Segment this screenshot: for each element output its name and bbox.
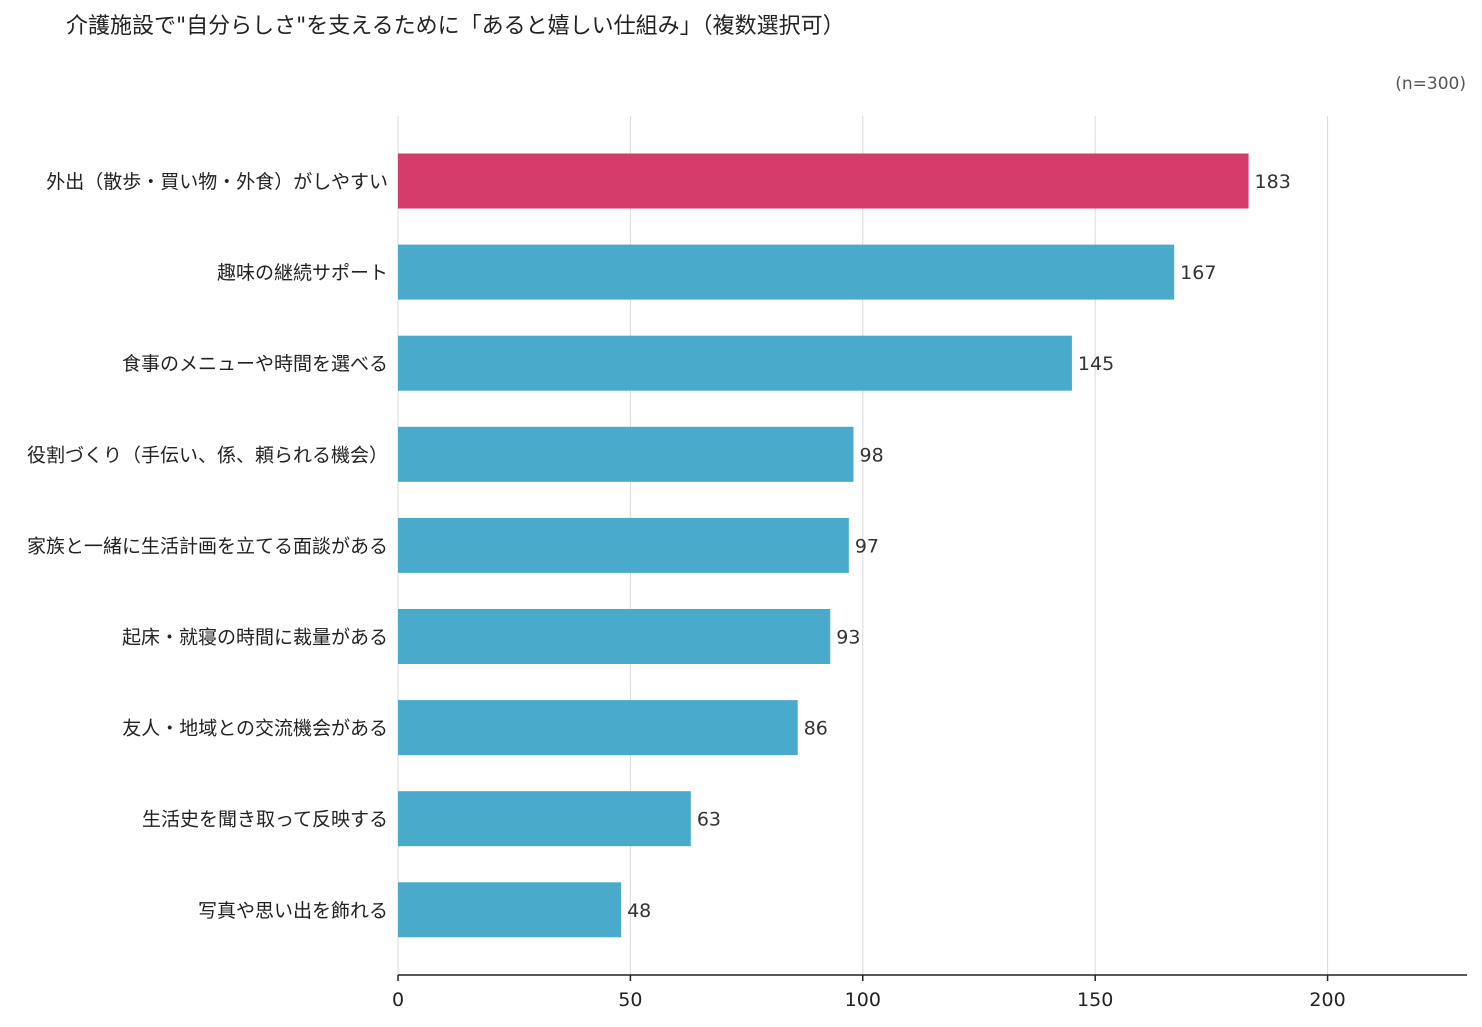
x-tick-label-0: 0 [392,989,404,1011]
value-label-1: 167 [1180,262,1216,284]
value-label-3: 98 [859,444,883,466]
value-label-6: 86 [804,718,828,740]
x-tick-label-150: 150 [1077,989,1113,1011]
bar-8 [398,882,622,938]
value-label-2: 145 [1078,353,1114,375]
value-label-0: 183 [1255,171,1291,193]
x-tick-label-100: 100 [845,989,881,1011]
category-label-3: 役割づくり（手伝い、係、頼られる機会） [27,444,388,466]
category-label-7: 生活史を聞き取って反映する [142,809,388,831]
bar-0 [398,153,1249,209]
value-label-5: 93 [836,627,860,649]
bar-5 [398,609,831,664]
value-label-8: 48 [627,900,651,922]
category-label-8: 写真や思い出を飾れる [198,900,388,922]
bar-3 [398,426,854,482]
bar-1 [398,244,1175,300]
category-label-1: 趣味の継続サポート [217,262,388,284]
bar-7 [398,791,691,847]
chart-title: 介護施設で"自分らしさ"を支えるために「あると嬉しい仕組み」（複数選択可） [66,14,845,39]
bar-4 [398,517,849,573]
value-label-7: 63 [697,809,721,831]
bar-2 [398,335,1072,391]
category-label-0: 外出（散歩・買い物・外食）がしやすい [46,171,388,193]
category-label-6: 友人・地域との交流機会がある [122,718,388,740]
value-label-4: 97 [855,535,879,557]
x-tick-label-50: 50 [618,989,642,1011]
x-tick-label-200: 200 [1309,989,1345,1011]
sample-size-note: (n=300) [1395,74,1466,94]
bar-6 [398,700,798,756]
category-label-4: 家族と一緒に生活計画を立てる面談がある [27,535,388,557]
category-label-2: 食事のメニューや時間を選べる [122,353,388,375]
category-label-5: 起床・就寝の時間に裁量がある [122,627,388,649]
